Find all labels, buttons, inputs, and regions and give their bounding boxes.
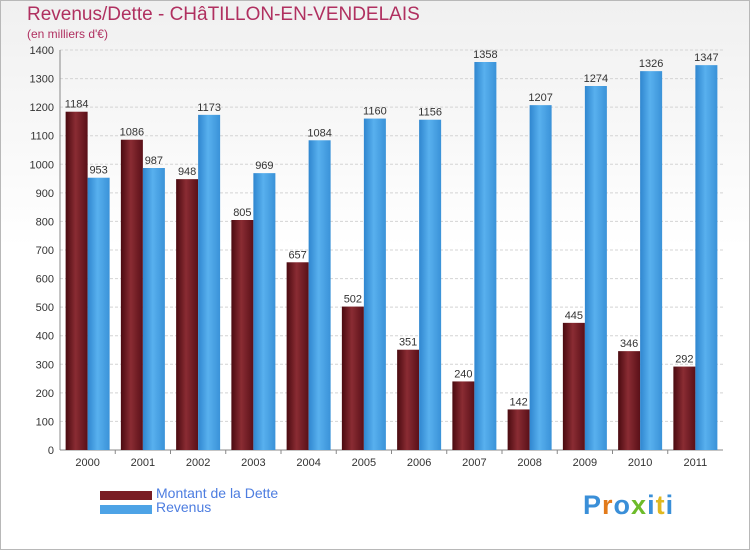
data-label-dette: 351 [399,337,417,349]
logo-letter: i [647,490,656,520]
bar-revenus [253,173,276,450]
data-label-revenus: 1084 [307,127,331,139]
y-tick-label: 0 [48,445,54,457]
data-label-dette: 292 [675,354,693,366]
bar-revenus [474,62,497,450]
bar-dette [341,306,364,450]
proxiti-logo: Proxiti [583,490,674,521]
bar-revenus [695,65,718,451]
bar-revenus [308,140,331,451]
y-tick-label: 600 [36,274,54,286]
legend-swatch-dette [100,491,152,500]
bar-dette [562,322,585,450]
x-tick-label: 2008 [517,457,541,469]
bar-dette [618,351,641,450]
x-tick-label: 2009 [573,457,597,469]
bar-revenus [87,177,110,450]
bar-revenus [142,168,165,450]
x-tick-label: 2010 [628,457,652,469]
legend-label-dette: Montant de la Dette [156,485,279,501]
bar-dette [120,139,143,450]
logo-letter: r [602,490,614,520]
data-label-dette: 240 [454,368,472,380]
y-tick-label: 1300 [30,74,54,86]
data-label-revenus: 1274 [584,73,608,85]
y-tick-label: 700 [36,245,54,257]
bar-revenus [419,119,442,450]
data-label-revenus: 969 [255,160,273,172]
y-tick-label: 1000 [30,159,54,171]
data-label-dette: 1184 [65,99,89,111]
logo-letter: t [655,490,666,520]
x-tick-label: 2005 [352,457,376,469]
data-label-dette: 502 [344,294,362,306]
bar-dette [65,111,88,450]
data-label-revenus: 1207 [528,92,552,104]
bar-dette [452,381,475,450]
bar-revenus [640,71,663,451]
x-tick-label: 2001 [131,457,155,469]
data-label-dette: 445 [565,310,583,322]
data-label-revenus: 1156 [418,107,442,119]
logo-letter: i [665,490,675,520]
x-tick-label: 2004 [296,457,320,469]
y-tick-label: 500 [36,302,54,314]
x-tick-label: 2007 [462,457,486,469]
bar-revenus [584,86,607,450]
data-label-dette: 346 [620,338,638,350]
x-tick-label: 2003 [241,457,265,469]
y-tick-label: 100 [36,416,54,428]
data-label-revenus: 1326 [639,58,663,70]
bar-dette [176,179,199,450]
x-tick-label: 2011 [684,457,708,469]
logo-letter: x [631,490,648,520]
logo-letter: o [613,490,632,520]
x-tick-label: 2000 [75,457,99,469]
chart-title: Revenus/Dette - CHâTILLON-EN-VENDELAIS [27,4,420,25]
y-tick-label: 1400 [30,45,54,57]
y-tick-label: 1100 [30,131,54,143]
y-tick-label: 900 [36,188,54,200]
bar-revenus [363,118,386,451]
y-tick-label: 1200 [30,102,54,114]
chart-subtitle: (en milliers d'€) [27,27,108,41]
bar-dette [231,220,254,450]
data-label-dette: 142 [509,396,527,408]
legend-label-revenus: Revenus [156,499,212,515]
x-tick-label: 2002 [186,457,210,469]
data-label-revenus: 1173 [197,102,221,114]
bar-dette [286,262,309,450]
y-tick-label: 200 [36,388,54,400]
data-label-dette: 805 [233,207,251,219]
bar-dette [673,366,696,450]
bar-dette [397,349,420,450]
data-label-revenus: 987 [145,155,163,167]
bar-dette [507,409,530,450]
data-label-revenus: 953 [89,165,107,177]
bar-revenus [529,105,552,451]
y-tick-label: 400 [36,331,54,343]
bar-revenus [198,114,221,450]
legend-swatch-revenus [100,505,152,514]
data-label-revenus: 1358 [473,49,497,61]
logo-letter: P [583,490,603,520]
data-label-dette: 1086 [120,127,144,139]
x-tick-label: 2006 [407,457,431,469]
data-label-revenus: 1347 [694,52,718,64]
y-tick-label: 300 [36,359,54,371]
data-label-dette: 657 [288,249,306,261]
data-label-dette: 948 [178,166,196,178]
y-tick-label: 800 [36,216,54,228]
data-label-revenus: 1160 [363,106,387,118]
